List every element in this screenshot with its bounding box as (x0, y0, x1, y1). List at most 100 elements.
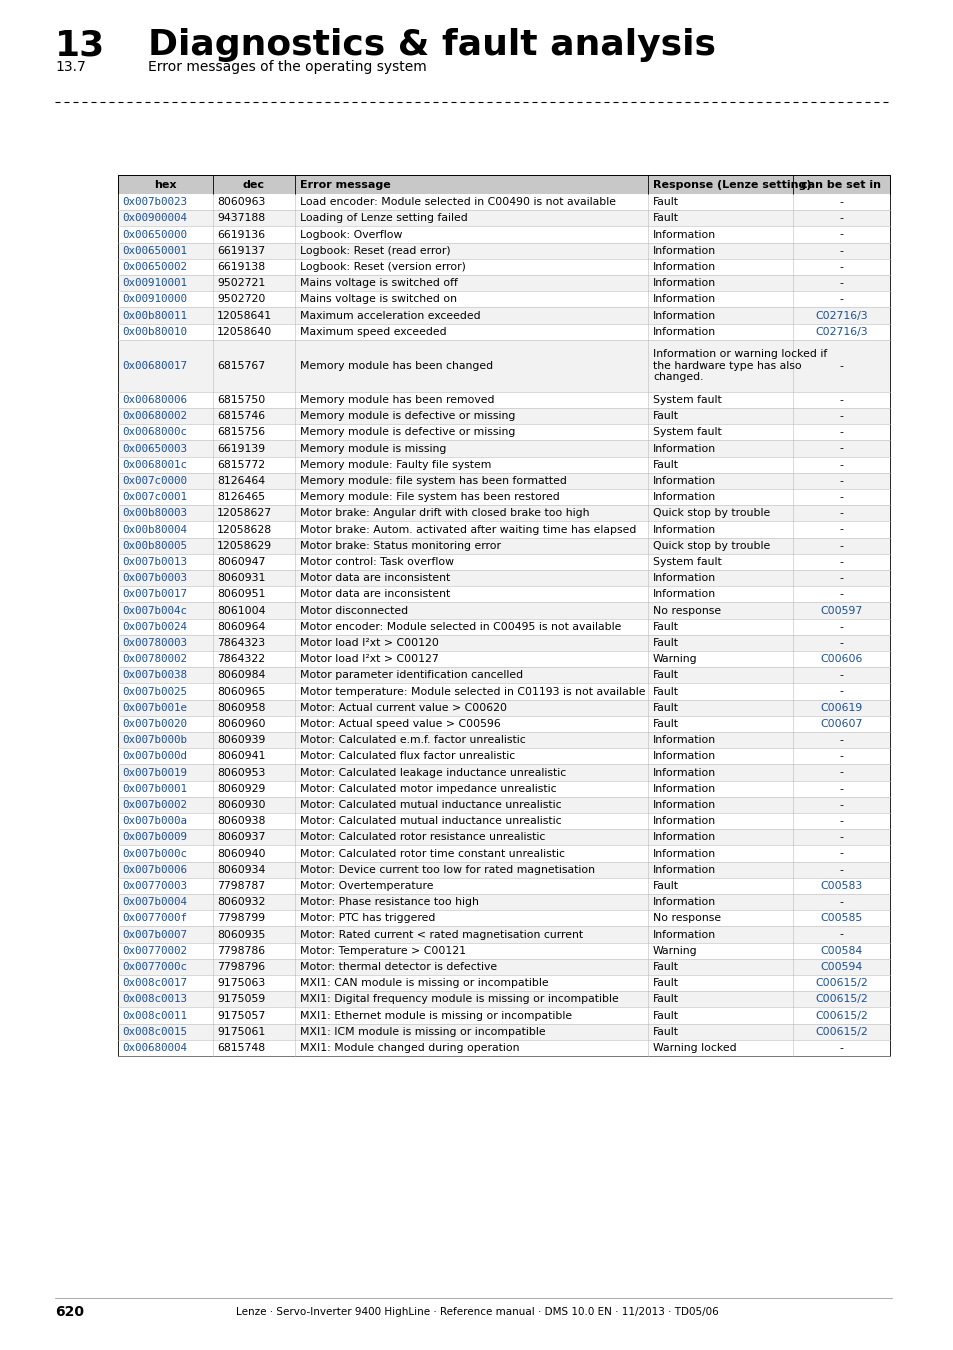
Bar (118, 958, 889, 975)
Bar (118, 813, 889, 829)
Text: -: - (839, 898, 842, 907)
Bar (118, 456, 889, 472)
Bar (118, 602, 889, 618)
Text: Information: Information (652, 477, 716, 486)
Text: -: - (839, 865, 842, 875)
Bar (118, 764, 889, 780)
Text: Fault: Fault (652, 720, 679, 729)
Text: 0x00680017: 0x00680017 (122, 360, 187, 371)
Text: 0x00b80003: 0x00b80003 (122, 509, 187, 518)
Text: 0x007b000d: 0x007b000d (122, 752, 187, 761)
Text: C00615/2: C00615/2 (814, 1027, 867, 1037)
Text: Diagnostics & fault analysis: Diagnostics & fault analysis (148, 28, 716, 62)
Text: 0x007b0002: 0x007b0002 (122, 801, 187, 810)
Text: Motor: thermal detector is defective: Motor: thermal detector is defective (299, 963, 497, 972)
Text: 0x00780003: 0x00780003 (122, 639, 187, 648)
Text: -: - (839, 817, 842, 826)
Text: 8060941: 8060941 (216, 752, 265, 761)
Text: 8126465: 8126465 (216, 493, 265, 502)
Text: Motor: Calculated rotor resistance unrealistic: Motor: Calculated rotor resistance unrea… (299, 833, 545, 842)
Text: 0x007b0017: 0x007b0017 (122, 590, 187, 599)
Text: Fault: Fault (652, 671, 679, 680)
Text: 0x007b0007: 0x007b0007 (122, 930, 187, 940)
Text: -: - (839, 1044, 842, 1053)
Text: -: - (839, 590, 842, 599)
Text: 8060960: 8060960 (216, 720, 265, 729)
Text: 0x007b0023: 0x007b0023 (122, 197, 187, 207)
Text: -: - (839, 752, 842, 761)
Text: Response (Lenze setting): Response (Lenze setting) (652, 180, 811, 189)
Text: -: - (839, 525, 842, 535)
Text: Information: Information (652, 784, 716, 794)
Text: 0x007b0003: 0x007b0003 (122, 574, 187, 583)
Text: Motor control: Task overflow: Motor control: Task overflow (299, 558, 454, 567)
Text: 0x008c0017: 0x008c0017 (122, 979, 187, 988)
Bar (118, 780, 889, 796)
Text: 0x00680004: 0x00680004 (122, 1044, 187, 1053)
Text: -: - (839, 230, 842, 239)
Text: 7864323: 7864323 (216, 639, 265, 648)
Text: 9175063: 9175063 (216, 979, 265, 988)
Text: Mains voltage is switched on: Mains voltage is switched on (299, 294, 456, 304)
Text: C02716/3: C02716/3 (814, 327, 867, 336)
Text: C00606: C00606 (820, 655, 862, 664)
Text: 0x007b000a: 0x007b000a (122, 817, 187, 826)
Text: 7798799: 7798799 (216, 914, 265, 923)
Text: Motor brake: Autom. activated after waiting time has elapsed: Motor brake: Autom. activated after wait… (299, 525, 636, 535)
Text: -: - (839, 801, 842, 810)
Text: Motor encoder: Module selected in C00495 is not available: Motor encoder: Module selected in C00495… (299, 622, 620, 632)
Text: 0x00650003: 0x00650003 (122, 444, 187, 454)
Text: Fault: Fault (652, 460, 679, 470)
Text: Motor: Temperature > C00121: Motor: Temperature > C00121 (299, 946, 465, 956)
Text: 6815748: 6815748 (216, 1044, 265, 1053)
Text: 0x00b80005: 0x00b80005 (122, 541, 187, 551)
Text: Information: Information (652, 865, 716, 875)
Text: 0x007b0001: 0x007b0001 (122, 784, 187, 794)
Text: C00584: C00584 (820, 946, 862, 956)
Text: 8060958: 8060958 (216, 703, 265, 713)
Text: 8061004: 8061004 (216, 606, 265, 616)
Text: Information: Information (652, 801, 716, 810)
Text: -: - (839, 671, 842, 680)
Text: 0x007b000b: 0x007b000b (122, 736, 187, 745)
Text: Fault: Fault (652, 979, 679, 988)
Text: MXI1: CAN module is missing or incompatible: MXI1: CAN module is missing or incompati… (299, 979, 548, 988)
Text: 6815746: 6815746 (216, 412, 265, 421)
Text: Fault: Fault (652, 213, 679, 223)
Text: 12058629: 12058629 (216, 541, 272, 551)
Text: Fault: Fault (652, 703, 679, 713)
Text: MXI1: ICM module is missing or incompatible: MXI1: ICM module is missing or incompati… (299, 1027, 545, 1037)
Text: Logbook: Reset (read error): Logbook: Reset (read error) (299, 246, 450, 255)
Text: 8060932: 8060932 (216, 898, 265, 907)
Text: -: - (839, 493, 842, 502)
Text: 8060939: 8060939 (216, 736, 265, 745)
Text: Information: Information (652, 327, 716, 336)
Text: Error messages of the operating system: Error messages of the operating system (148, 59, 426, 74)
Bar (118, 570, 889, 586)
Text: Motor load I²xt > C00127: Motor load I²xt > C00127 (299, 655, 438, 664)
Bar (118, 259, 889, 275)
Text: Memory module has been removed: Memory module has been removed (299, 396, 494, 405)
Text: 8060929: 8060929 (216, 784, 265, 794)
Text: 6619136: 6619136 (216, 230, 265, 239)
Text: Motor: Calculated mutual inductance unrealistic: Motor: Calculated mutual inductance unre… (299, 817, 561, 826)
Text: -: - (839, 849, 842, 859)
Text: 0x0077000f: 0x0077000f (122, 914, 187, 923)
Bar (118, 194, 889, 211)
Bar (118, 505, 889, 521)
Text: C00583: C00583 (820, 882, 862, 891)
Text: Information: Information (652, 294, 716, 304)
Text: Memory module is defective or missing: Memory module is defective or missing (299, 428, 515, 437)
Bar (118, 1040, 889, 1056)
Text: -: - (839, 574, 842, 583)
Text: Fault: Fault (652, 687, 679, 697)
Text: 0x00b80011: 0x00b80011 (122, 310, 187, 320)
Text: Loading of Lenze setting failed: Loading of Lenze setting failed (299, 213, 467, 223)
Text: 8060953: 8060953 (216, 768, 265, 778)
Bar (118, 699, 889, 716)
Text: -: - (839, 768, 842, 778)
Text: -: - (839, 509, 842, 518)
Text: 7798787: 7798787 (216, 882, 265, 891)
Text: 0x007b004c: 0x007b004c (122, 606, 187, 616)
Text: 0x00770003: 0x00770003 (122, 882, 187, 891)
